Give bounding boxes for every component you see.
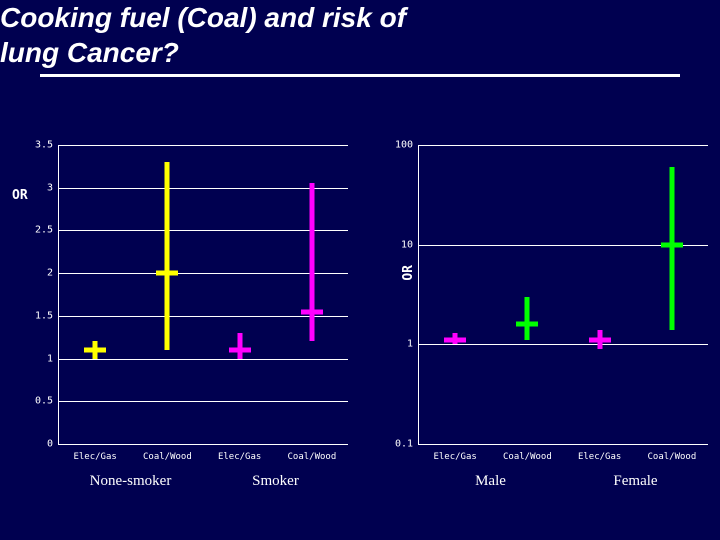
x-tick-label: Elec/Gas (419, 452, 491, 462)
x-tick-label: Coal/Wood (131, 452, 203, 462)
gridline (419, 444, 708, 445)
close-marker (589, 338, 611, 343)
group-labels-left: None-smokerSmoker (58, 473, 348, 490)
y-axis-label-right: OR (401, 265, 416, 281)
y-tick-label: 10 (379, 239, 413, 250)
error-bar (237, 333, 242, 359)
y-tick-label: 2.5 (19, 225, 53, 236)
gridline (59, 444, 348, 445)
x-tick-label: Coal/Wood (276, 452, 348, 462)
close-marker (84, 348, 106, 353)
data-point (156, 162, 178, 350)
close-marker (229, 348, 251, 353)
x-tick-label: Coal/Wood (491, 452, 563, 462)
gridline (419, 145, 708, 146)
close-marker (661, 242, 683, 247)
y-tick-label: 100 (379, 140, 413, 151)
title-underline (40, 74, 680, 77)
close-marker (301, 309, 323, 314)
close-marker (444, 338, 466, 343)
slide-title: Cooking fuel (Coal) and risk of lung Can… (0, 0, 720, 77)
chart-left: OR Elec/GasCoal/WoodElec/GasCoal/Wood 00… (0, 140, 360, 500)
group-labels-right: MaleFemale (418, 473, 708, 490)
title-line-2: lung Cancer? (0, 35, 720, 70)
error-bar (165, 162, 170, 350)
group-label: Male (418, 473, 563, 490)
charts-row: OR Elec/GasCoal/WoodElec/GasCoal/Wood 00… (0, 140, 720, 500)
y-tick-label: 3 (19, 182, 53, 193)
data-point (589, 330, 611, 349)
x-ticks-left: Elec/GasCoal/WoodElec/GasCoal/Wood (59, 452, 348, 462)
y-tick-label: 1 (379, 339, 413, 350)
data-point (84, 341, 106, 358)
plot-area-left: Elec/GasCoal/WoodElec/GasCoal/Wood 00.51… (58, 145, 348, 445)
gridline (59, 359, 348, 360)
y-tick-label: 1 (19, 353, 53, 364)
x-tick-label: Coal/Wood (636, 452, 708, 462)
y-tick-label: 1.5 (19, 310, 53, 321)
error-bar (309, 183, 314, 341)
x-tick-label: Elec/Gas (204, 452, 276, 462)
close-marker (516, 321, 538, 326)
y-tick-label: 0.1 (379, 439, 413, 450)
gridline (419, 344, 708, 345)
x-tick-label: Elec/Gas (59, 452, 131, 462)
x-ticks-right: Elec/GasCoal/WoodElec/GasCoal/Wood (419, 452, 708, 462)
data-point (444, 333, 466, 344)
close-marker (156, 271, 178, 276)
group-label: Smoker (203, 473, 348, 490)
gridline (59, 401, 348, 402)
y-tick-label: 0.5 (19, 396, 53, 407)
error-bar (525, 297, 530, 340)
y-tick-label: 3.5 (19, 140, 53, 151)
group-label: Female (563, 473, 708, 490)
data-point (301, 183, 323, 341)
data-point (516, 297, 538, 340)
data-point (229, 333, 251, 359)
y-tick-label: 2 (19, 268, 53, 279)
chart-right: OR Elec/GasCoal/WoodElec/GasCoal/Wood 0.… (360, 140, 720, 500)
data-point (661, 167, 683, 330)
title-line-1: Cooking fuel (Coal) and risk of (0, 0, 720, 35)
x-tick-label: Elec/Gas (564, 452, 636, 462)
group-label: None-smoker (58, 473, 203, 490)
plot-area-right: OR Elec/GasCoal/WoodElec/GasCoal/Wood 0.… (418, 145, 708, 445)
y-tick-label: 0 (19, 439, 53, 450)
gridline (59, 145, 348, 146)
error-bar (669, 167, 674, 330)
